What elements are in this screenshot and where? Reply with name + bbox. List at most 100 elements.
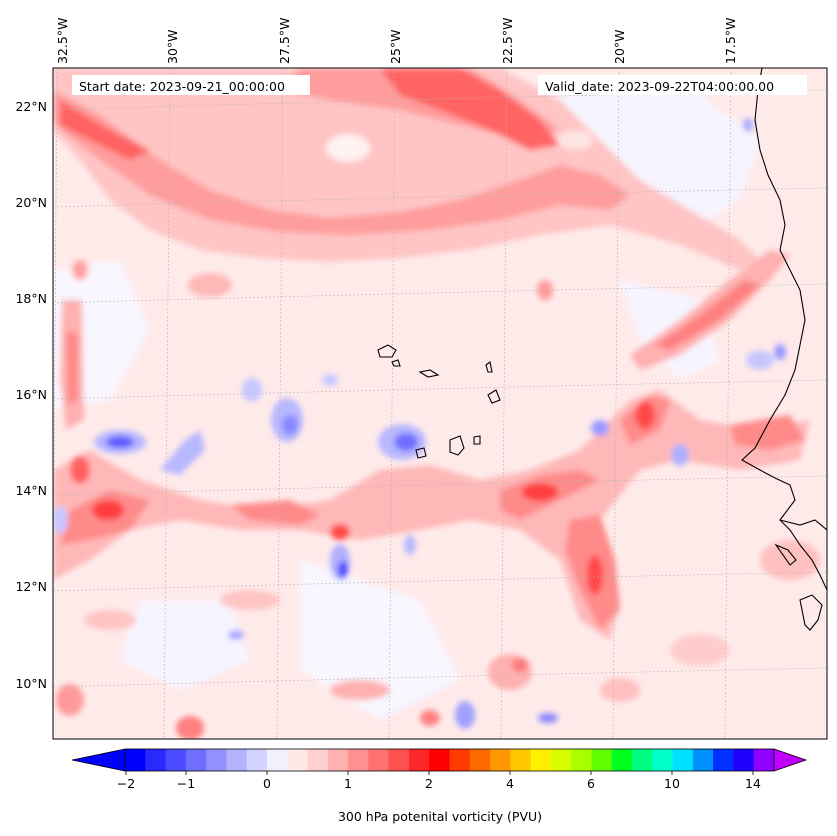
pv-anomaly	[188, 273, 232, 297]
colorbar-swatch	[469, 749, 491, 771]
cape-verde-island	[391, 359, 401, 367]
lon-label: 17.5°W	[723, 18, 738, 64]
negative-pv	[455, 701, 475, 729]
colorbar-swatch	[510, 749, 532, 771]
pv-anomaly	[760, 540, 820, 580]
colorbar-swatch	[307, 749, 329, 771]
upper-jet-max	[380, 68, 560, 150]
colorbar-swatch	[408, 749, 430, 771]
lat-label: 10°N	[15, 676, 47, 691]
pv-band-core	[230, 500, 320, 525]
neutral-area	[120, 600, 250, 690]
lat-label: 22°N	[15, 99, 47, 114]
lon-label: 30°W	[165, 29, 180, 64]
longitude-labels: 32.5°W 30°W 27.5°W 25°W 22.5°W 20°W 17.5…	[55, 18, 738, 64]
colorbar-swatch	[185, 749, 207, 771]
upper-jet-max	[60, 100, 150, 160]
africa-coastline	[741, 68, 827, 591]
cape-verde-island	[449, 435, 465, 456]
pv-anomaly	[488, 654, 532, 690]
negative-pv	[671, 444, 689, 466]
map-panel[interactable]: Start date: 2023-09-21_00:00:00 Valid_da…	[52, 68, 827, 740]
colorbar-tick-label: 14	[745, 776, 761, 791]
lat-label: 14°N	[15, 483, 47, 498]
latitude-labels: 22°N 20°N 18°N 16°N 14°N 12°N 10°N	[15, 99, 47, 691]
colorbar-tick-label: 4	[506, 776, 514, 791]
colorbar-under-arrow	[72, 749, 125, 771]
africa-coastline	[799, 594, 823, 631]
negative-pv	[106, 436, 134, 448]
africa-coastline	[779, 519, 827, 531]
colorbar-tick-label: 0	[263, 776, 271, 791]
lat-label: 18°N	[15, 291, 47, 306]
pv-field	[53, 68, 820, 739]
negative-pv	[746, 350, 774, 370]
map-frame	[52, 67, 828, 740]
negative-pv	[160, 430, 205, 475]
colorbar-swatch	[348, 749, 369, 771]
negative-pv	[538, 713, 558, 723]
pv-anomaly	[72, 260, 88, 280]
colorbar-swatch	[287, 749, 309, 771]
colorbar-outline	[71, 748, 126, 772]
colorbar-swatch	[449, 749, 471, 771]
colorbar-swatch	[713, 749, 735, 771]
upper-jet-core	[53, 90, 630, 235]
colorbar-swatch	[692, 749, 714, 771]
negative-pv	[774, 344, 786, 360]
negative-pv	[53, 506, 68, 534]
colorbar-swatch	[571, 749, 593, 771]
colorbar-over-arrow	[774, 749, 806, 771]
lon-label: 25°W	[388, 29, 403, 64]
pv-anomaly	[66, 330, 78, 405]
colorbar-tick-label: 6	[587, 776, 595, 791]
colorbar-tick-label: 2	[425, 776, 433, 791]
colorbar-swatch	[490, 749, 511, 771]
pv-anomaly	[420, 710, 440, 726]
colorbar-swatch	[429, 749, 451, 771]
neutral-area	[326, 134, 370, 162]
cape-verde-island	[418, 369, 440, 378]
pv-max	[330, 524, 350, 540]
colorbar-swatch	[672, 749, 694, 771]
negative-pv	[242, 378, 262, 402]
valid-date-label: Valid_date: 2023-09-22T04:00:00.00	[545, 79, 774, 94]
pv-max	[92, 500, 124, 520]
colorbar-swatch	[733, 749, 755, 771]
colorbar-swatch	[591, 749, 613, 771]
pv-anomaly	[600, 678, 640, 702]
pv-band-core	[730, 415, 805, 450]
pv-anomaly	[670, 634, 730, 666]
lon-label: 22.5°W	[500, 18, 515, 64]
colorbar-swatch	[165, 749, 187, 771]
negative-pv	[322, 374, 338, 386]
colorbar-swatch	[550, 749, 572, 771]
cape-verde-island	[473, 435, 481, 445]
negative-pv	[228, 630, 244, 640]
pv-max	[522, 483, 558, 501]
negative-pv	[743, 118, 753, 132]
colorbar-swatch	[145, 749, 167, 771]
colorbar-swatch	[530, 749, 552, 771]
cape-verde-island	[415, 447, 427, 459]
neutral-area	[557, 130, 593, 150]
colorbar-swatch	[368, 749, 390, 771]
pv-anomaly	[220, 590, 280, 610]
start-date-box	[72, 75, 310, 95]
colorbar-swatch	[246, 749, 268, 771]
pv-anomaly	[330, 680, 390, 700]
colorbar-swatch	[388, 749, 410, 771]
africa-coastline	[774, 543, 797, 566]
cape-verde-island	[377, 344, 397, 358]
lat-label: 16°N	[15, 387, 47, 402]
negative-pv	[282, 415, 298, 435]
negative-pv	[591, 420, 609, 436]
pv-anomaly	[512, 658, 528, 672]
colorbar-swatch	[611, 749, 633, 771]
neutral-area	[300, 560, 460, 720]
cape-verde-island	[487, 389, 501, 404]
lon-label: 27.5°W	[277, 18, 292, 64]
colorbar-tick-label: −2	[117, 776, 135, 791]
valid-date-box	[538, 75, 807, 95]
